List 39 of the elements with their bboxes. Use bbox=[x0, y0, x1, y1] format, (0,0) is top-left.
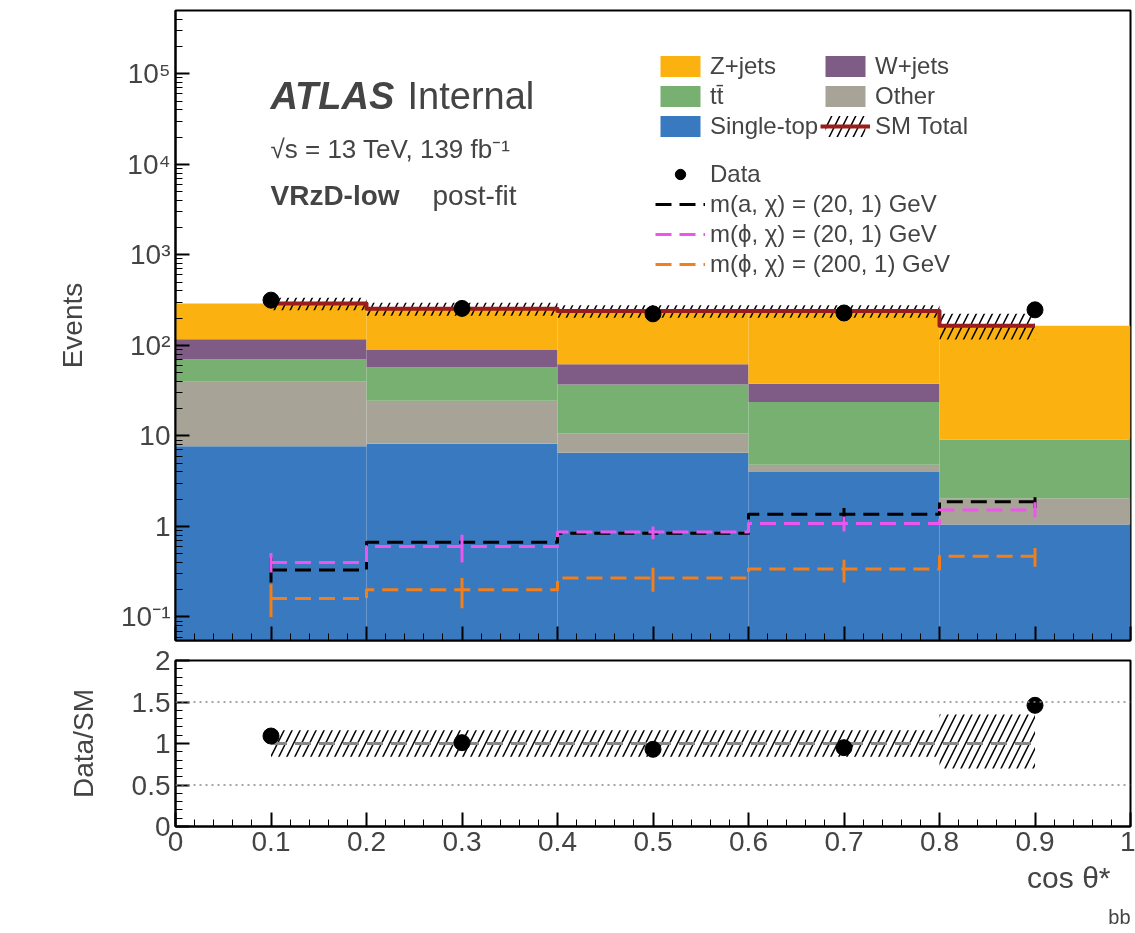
annotation: Internal bbox=[407, 74, 535, 117]
y-tick-label: 10⁻¹ bbox=[121, 601, 171, 633]
x-tick-label: 0.8 bbox=[920, 825, 959, 857]
legend-label: m(ϕ, χ) = (200, 1) GeV bbox=[710, 250, 951, 278]
legend-label: W+jets bbox=[875, 52, 950, 80]
legend-label: m(a, χ) = (20, 1) GeV bbox=[710, 190, 937, 218]
y-axis-title: Data/SM bbox=[67, 689, 99, 798]
x-tick-label: 0.4 bbox=[538, 825, 577, 857]
x-tick-label: 0.3 bbox=[442, 825, 482, 857]
y-tick-label: 1 bbox=[154, 728, 171, 759]
x-tick-label: 0.2 bbox=[347, 825, 386, 857]
y-tick-label: 2 bbox=[154, 645, 171, 676]
x-axis-title: cos θ*bb bbox=[1027, 860, 1131, 928]
x-tick-label: 0.6 bbox=[729, 825, 768, 857]
y-tick-label: 10⁵ bbox=[127, 58, 171, 90]
legend-label: m(ϕ, χ) = (20, 1) GeV bbox=[710, 220, 937, 248]
y-tick-label: 1 bbox=[154, 510, 171, 542]
annotation: ATLAS bbox=[269, 74, 395, 117]
legend-label: tt̄ bbox=[710, 82, 725, 110]
y-tick-label: 10³ bbox=[130, 239, 171, 271]
x-tick-label: 0.1 bbox=[251, 825, 291, 857]
legend-label: Single-top bbox=[710, 112, 819, 140]
y-tick-label: 10⁴ bbox=[127, 148, 171, 180]
y-tick-label: 10 bbox=[139, 420, 171, 452]
y-tick-label: 0.5 bbox=[131, 769, 171, 801]
y-axis-title: Events bbox=[57, 282, 89, 369]
x-tick-label: 0.9 bbox=[1015, 825, 1055, 857]
legend-label: Data bbox=[710, 160, 761, 188]
annotation: post-fit bbox=[432, 180, 517, 211]
x-tick-label: 0.7 bbox=[824, 825, 864, 857]
annotation: VRzD-low bbox=[270, 180, 400, 211]
legend-label: Z+jets bbox=[710, 52, 777, 80]
x-tick-label: 1 bbox=[1119, 825, 1135, 857]
legend-label: Other bbox=[875, 82, 936, 110]
x-tick-label: 0.5 bbox=[633, 825, 673, 857]
y-tick-label: 1.5 bbox=[131, 686, 171, 718]
annotation: √s = 13 TeV, 139 fb⁻¹ bbox=[270, 133, 511, 164]
y-tick-label: 10² bbox=[130, 329, 171, 361]
legend-label: SM Total bbox=[875, 112, 969, 140]
